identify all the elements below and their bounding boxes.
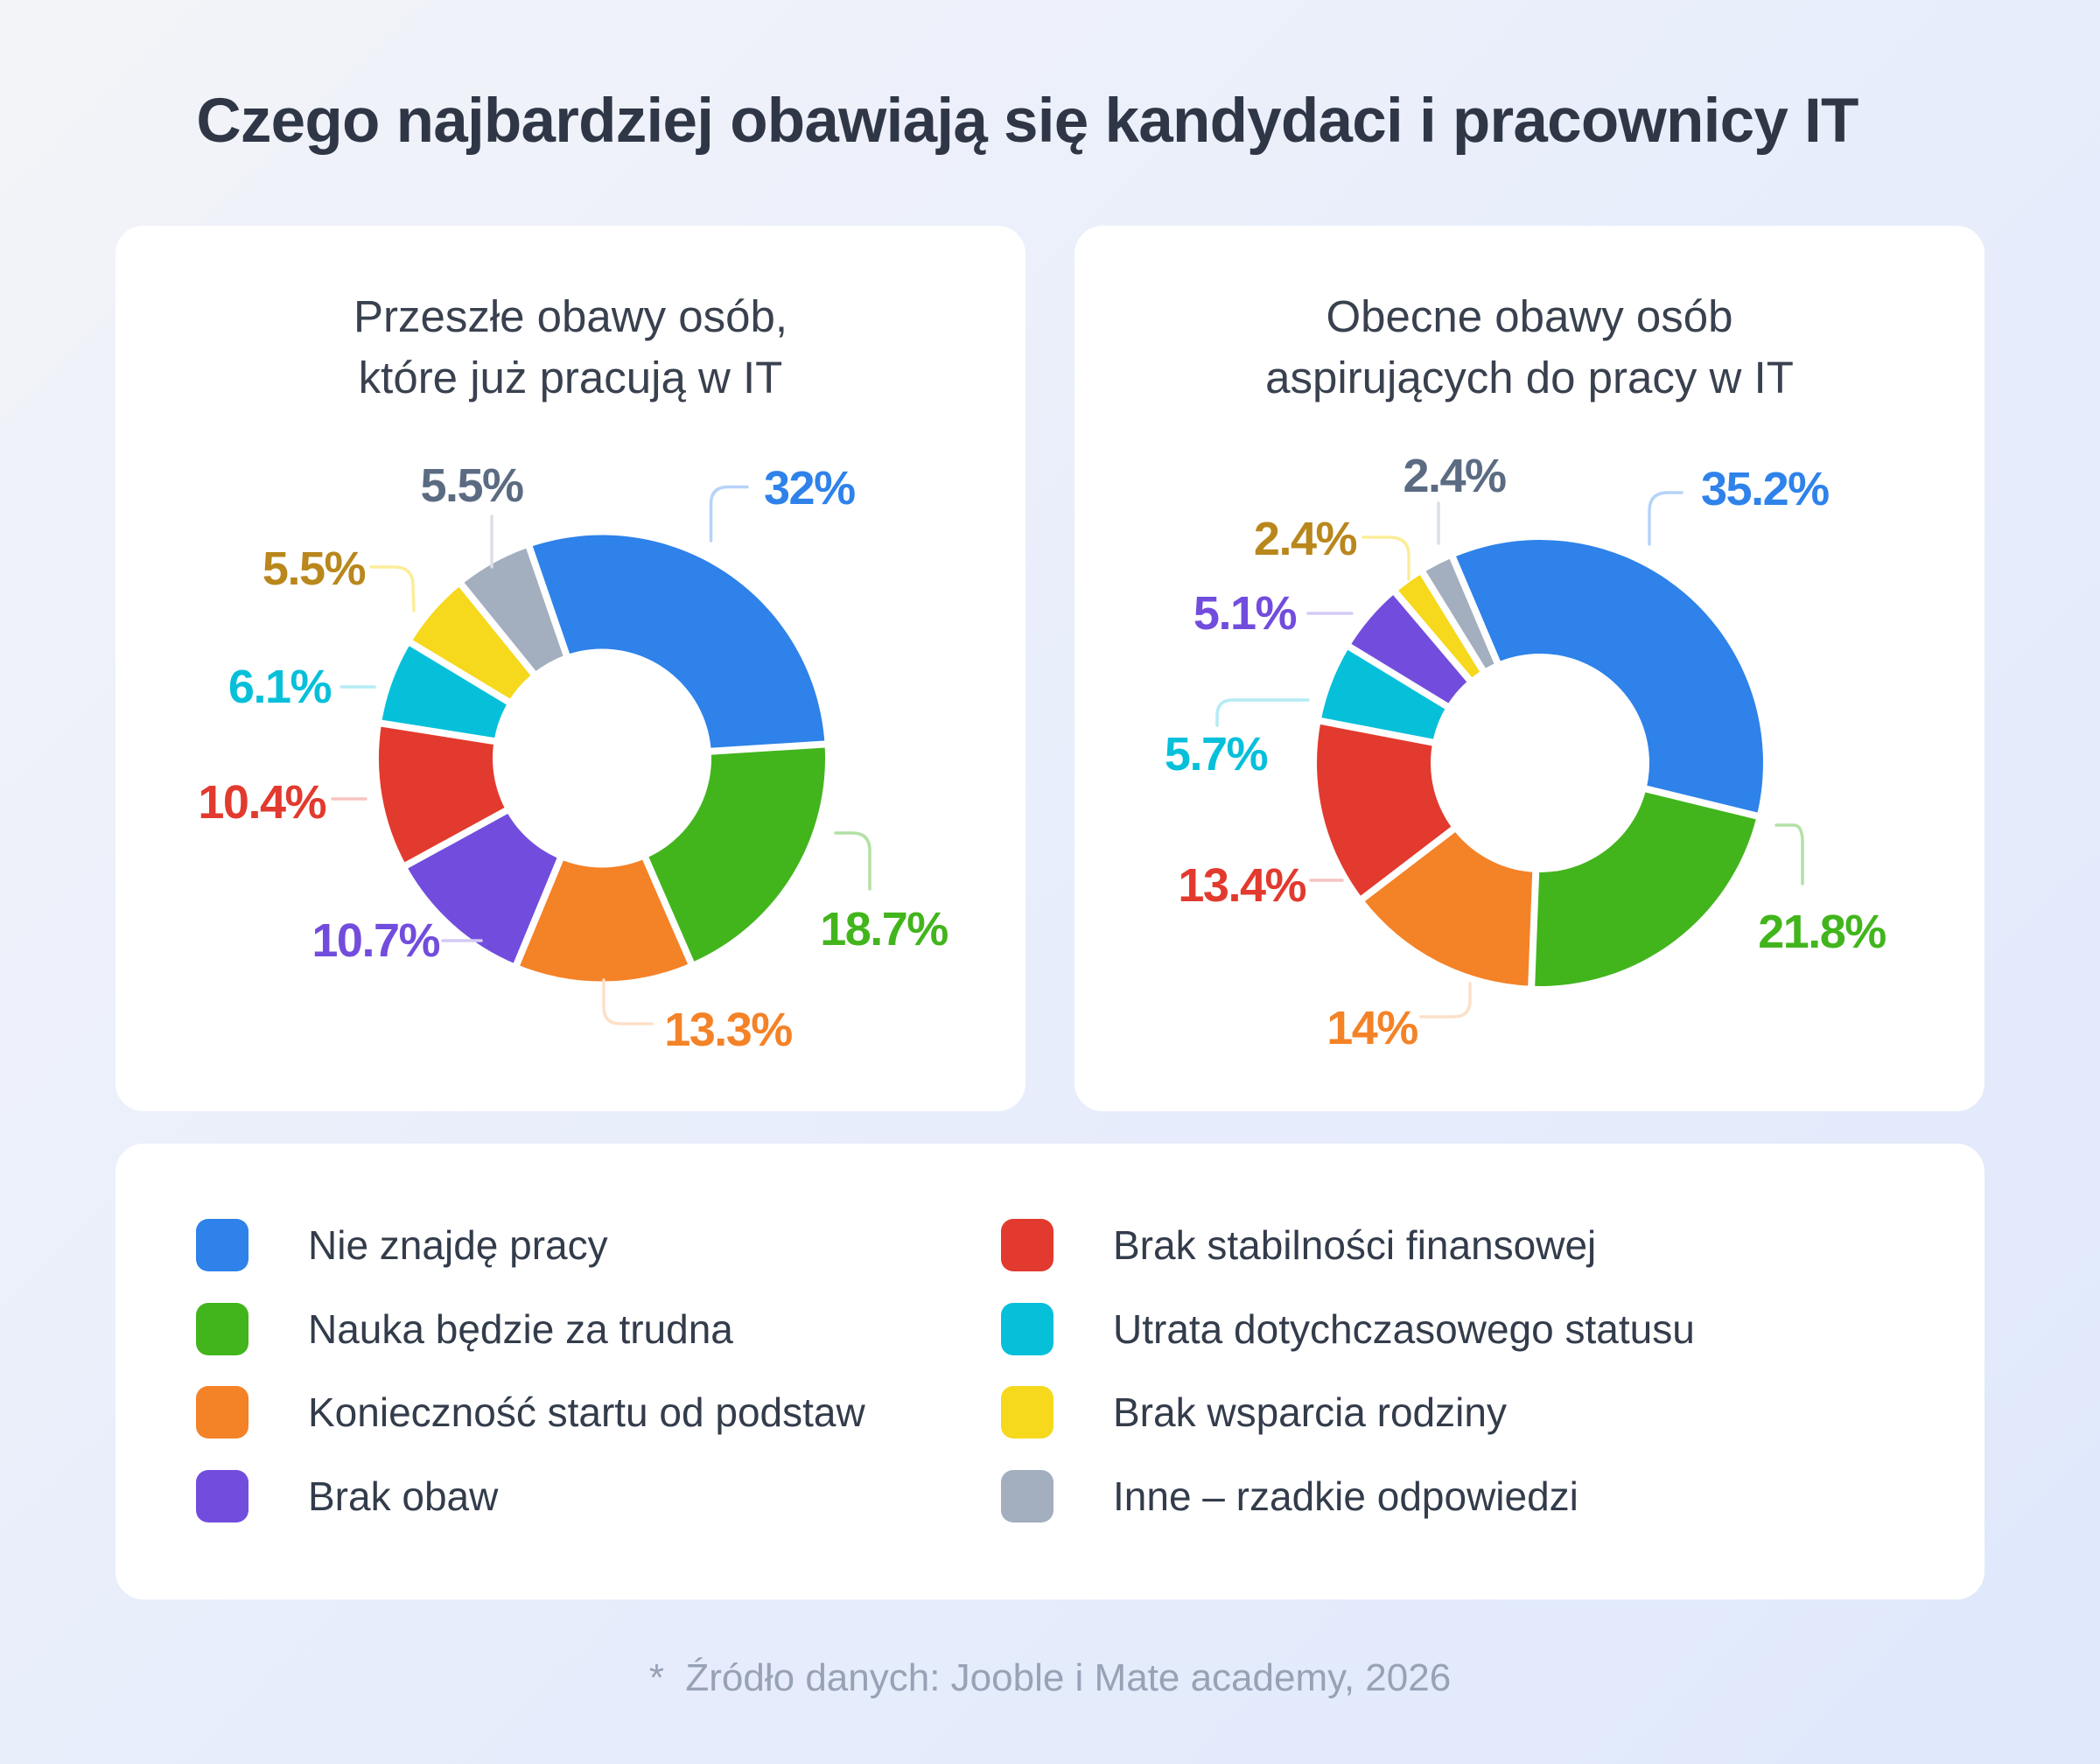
svg-text:5.1%: 5.1% bbox=[1194, 587, 1297, 640]
svg-text:13.4%: 13.4% bbox=[1178, 859, 1306, 912]
svg-text:5.5%: 5.5% bbox=[420, 459, 523, 512]
svg-text:2.4%: 2.4% bbox=[1403, 450, 1506, 502]
svg-text:5.5%: 5.5% bbox=[262, 542, 366, 595]
svg-text:21.8%: 21.8% bbox=[1758, 906, 1886, 958]
svg-text:32%: 32% bbox=[764, 462, 855, 514]
svg-text:6.1%: 6.1% bbox=[228, 661, 332, 713]
svg-text:10.4%: 10.4% bbox=[198, 776, 326, 829]
svg-text:10.7%: 10.7% bbox=[312, 914, 439, 967]
svg-text:2.4%: 2.4% bbox=[1254, 513, 1357, 565]
svg-text:5.7%: 5.7% bbox=[1165, 728, 1268, 780]
svg-text:13.3%: 13.3% bbox=[664, 1004, 792, 1056]
svg-text:35.2%: 35.2% bbox=[1701, 463, 1829, 515]
svg-text:14%: 14% bbox=[1326, 1002, 1418, 1054]
svg-text:18.7%: 18.7% bbox=[820, 903, 948, 956]
